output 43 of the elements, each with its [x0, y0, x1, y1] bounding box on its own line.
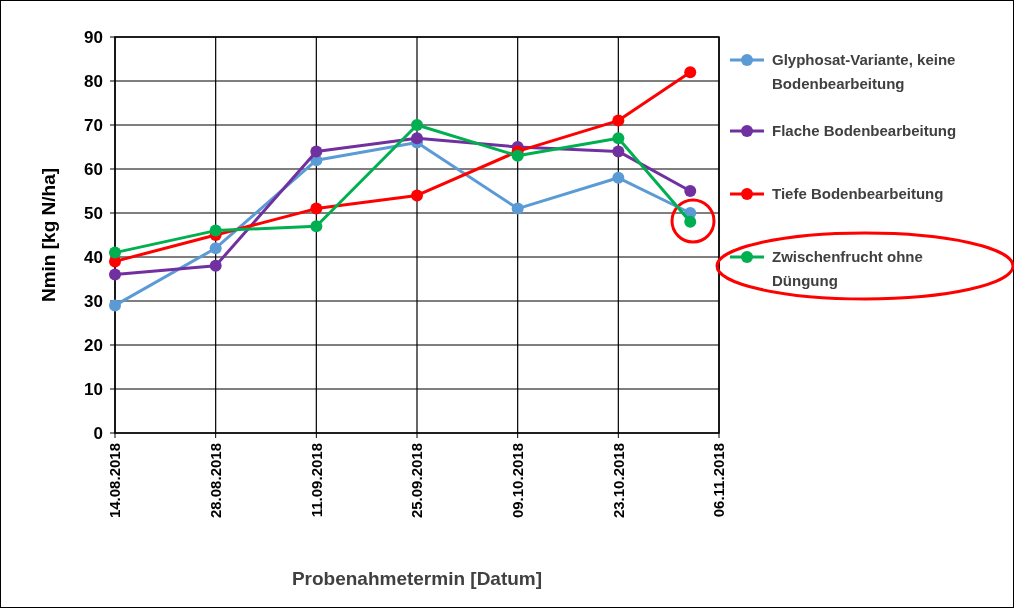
x-tick-label: 11.09.2018 — [307, 443, 325, 518]
point — [310, 220, 323, 233]
y-tick-label: 30 — [84, 291, 103, 311]
y-tick-label: 60 — [84, 159, 103, 179]
legend-label: Zwischenfrucht ohne Düngung — [772, 248, 923, 289]
y-tick-label: 80 — [84, 71, 103, 91]
legend-label: Tiefe Bodenbearbeitung — [772, 185, 944, 202]
point — [612, 145, 625, 158]
point — [411, 119, 423, 131]
point — [612, 171, 625, 184]
x-tick-label: 14.08.2018 — [106, 443, 124, 519]
y-tick-label: 90 — [84, 27, 103, 47]
x-axis-title: Probenahmetermin [Datum] — [291, 568, 543, 589]
point — [109, 268, 121, 281]
point — [612, 132, 625, 145]
x-tick-label: 06.11.2018 — [710, 443, 728, 518]
y-tick-label: 0 — [93, 423, 103, 443]
point — [511, 149, 524, 162]
y-tick-label: 10 — [84, 379, 103, 399]
point — [109, 299, 121, 312]
point — [310, 145, 323, 158]
point — [684, 66, 697, 79]
y-tick-label: 70 — [84, 115, 103, 135]
point — [109, 246, 121, 259]
y-tick-label: 40 — [84, 247, 103, 267]
point — [209, 242, 222, 255]
point — [511, 202, 524, 215]
x-tick-label: 23.10.2018 — [609, 443, 627, 519]
x-tick-label: 09.10.2018 — [508, 443, 526, 519]
point — [310, 202, 323, 215]
x-tick-label: 25.09.2018 — [408, 443, 426, 519]
point — [411, 132, 423, 145]
y-axis-title: Nmin [kg N/ha] — [38, 167, 59, 303]
point — [209, 259, 222, 272]
legend-label: Glyphosat-Variante, keine Bodenbearbeitung — [772, 51, 956, 92]
point — [612, 114, 625, 127]
x-tick-label: 28.08.2018 — [206, 443, 224, 519]
point — [411, 189, 423, 202]
point — [684, 185, 697, 197]
y-tick-label: 50 — [84, 203, 103, 223]
y-tick-label: 20 — [84, 335, 103, 355]
legend-label: Flache Bodenbearbeitung — [772, 122, 957, 139]
point — [209, 224, 222, 237]
